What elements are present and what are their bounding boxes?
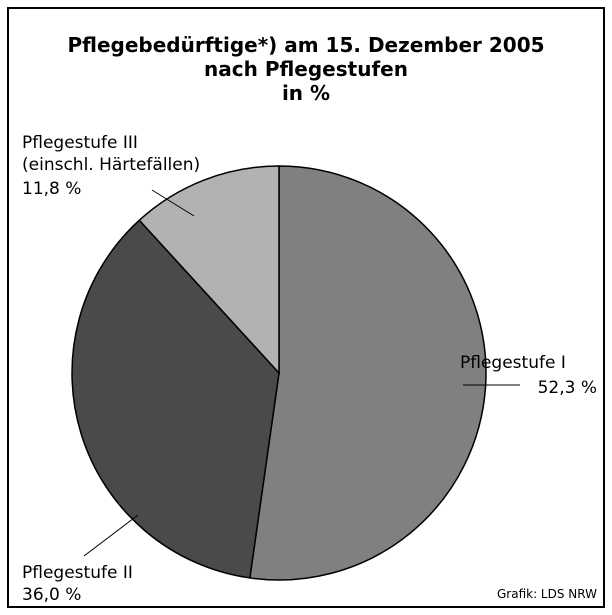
slice-label: Pflegestufe III (einschl. Härtefällen) <box>22 133 200 175</box>
chart-title: Pflegebedürftige*) am 15. Dezember 2005 n… <box>67 33 544 105</box>
source: Grafik: LDS NRW <box>497 587 597 601</box>
slice-label: Pflegestufe I <box>460 353 566 373</box>
leader-line <box>83 514 139 557</box>
value-label: 11,8 % <box>22 179 81 199</box>
value-label: 36,0 % <box>22 585 81 605</box>
value-label: 52,3 % <box>538 378 597 398</box>
pie-slice <box>249 165 487 581</box>
leader-line <box>151 189 195 217</box>
pie-slice <box>71 219 280 579</box>
pie-slice <box>138 165 280 375</box>
slice-label: Pflegestufe II <box>22 563 133 583</box>
